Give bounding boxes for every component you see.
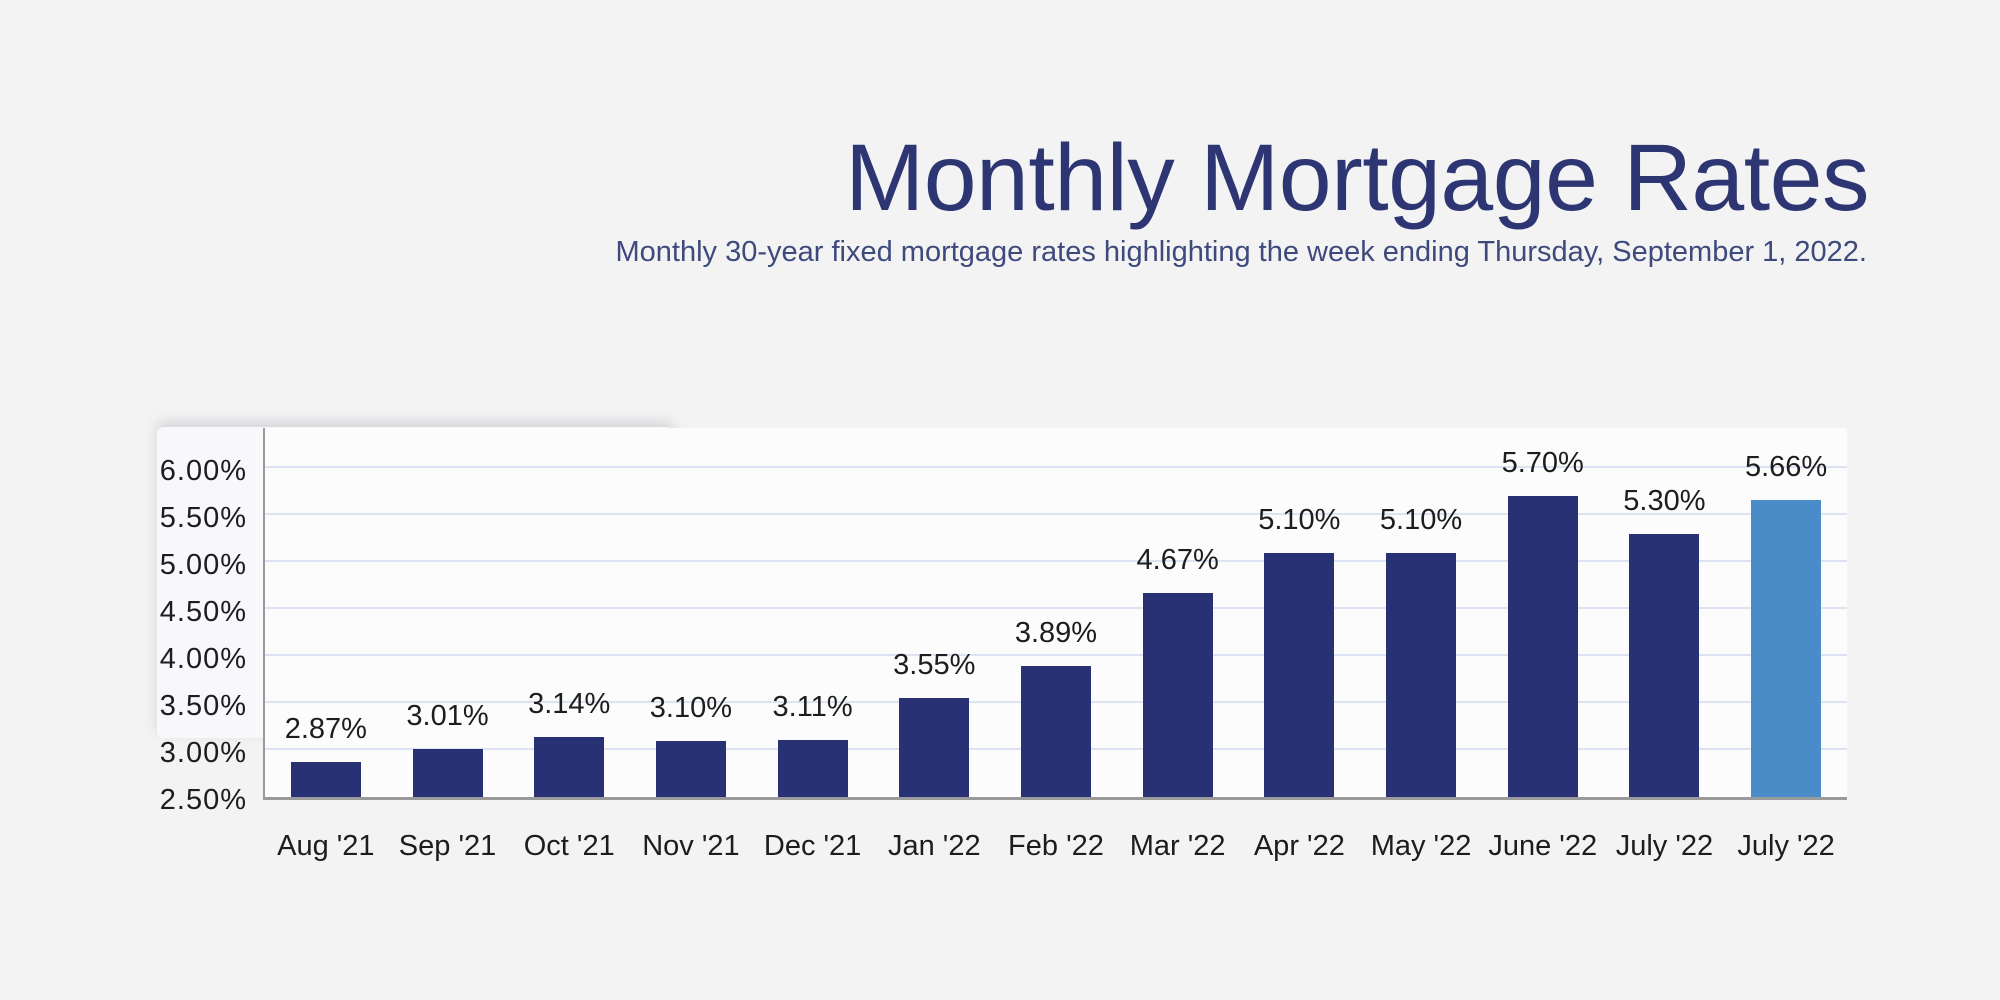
x-axis-label: July '22 bbox=[1737, 830, 1835, 862]
x-axis-label: Nov '21 bbox=[642, 830, 740, 862]
bar-cell: 3.11% bbox=[752, 428, 874, 797]
page-title: Monthly Mortgage Rates bbox=[845, 125, 1869, 231]
y-axis-label: 5.50% bbox=[159, 502, 247, 534]
y-axis-label: 2.50% bbox=[159, 784, 247, 816]
y-axis-label: 4.50% bbox=[159, 596, 247, 628]
bar-cell: 5.66% bbox=[1725, 428, 1847, 797]
x-axis-label: June '22 bbox=[1488, 830, 1598, 862]
bar-cell: 3.01% bbox=[387, 428, 509, 797]
y-axis-label: 3.00% bbox=[159, 737, 247, 769]
bar bbox=[655, 740, 726, 797]
bar-cell: 3.89% bbox=[995, 428, 1117, 797]
x-axis-label: Mar '22 bbox=[1129, 830, 1226, 862]
bar-value-label: 5.30% bbox=[1623, 484, 1706, 517]
bar-cell: 5.70% bbox=[1482, 428, 1604, 797]
bar bbox=[290, 762, 361, 797]
bar-value-label: 3.01% bbox=[406, 700, 489, 733]
gridline bbox=[265, 654, 1847, 656]
bar-value-label: 5.10% bbox=[1379, 503, 1463, 536]
bar-cell: 5.30% bbox=[1604, 428, 1726, 797]
y-axis-label: 5.00% bbox=[159, 549, 247, 581]
bar bbox=[1264, 552, 1335, 797]
bar bbox=[1629, 533, 1700, 797]
x-axis-label: Aug '21 bbox=[277, 830, 375, 862]
page-subtitle: Monthly 30-year fixed mortgage rates hig… bbox=[615, 236, 1867, 268]
chart-header: Monthly Mortgage Rates Monthly 30-year f… bbox=[615, 130, 1869, 269]
bar-value-label: 3.89% bbox=[1014, 617, 1098, 650]
bar-cell: 3.14% bbox=[508, 428, 630, 797]
bar bbox=[899, 698, 970, 797]
bar-cell: 2.87% bbox=[265, 428, 387, 797]
bar-cell: 4.67% bbox=[1117, 428, 1239, 797]
x-axis-label: Jan '22 bbox=[887, 830, 981, 862]
bar-value-label: 3.10% bbox=[649, 691, 733, 724]
gridline bbox=[265, 560, 1847, 562]
bar-value-label: 5.70% bbox=[1501, 447, 1584, 480]
x-axis-label: Apr '22 bbox=[1253, 830, 1345, 862]
gridline bbox=[265, 607, 1847, 609]
y-axis: 6.00% 5.50% 5.00% 4.50% 4.00% 3.50% 3.00% 2.50% bbox=[100, 428, 247, 816]
x-axis-label: Dec '21 bbox=[763, 830, 862, 862]
bar-highlighted bbox=[1751, 499, 1822, 797]
y-axis-label: 3.50% bbox=[159, 690, 247, 722]
bar bbox=[534, 736, 605, 797]
x-axis-label: July '22 bbox=[1615, 830, 1714, 862]
x-axis: Aug '21 Sep '21 Oct '21 Nov '21 Dec '21 Jan '… bbox=[265, 803, 1847, 863]
bar-series: 2.87% 3.01% 3.14% 3.10% 3.11% 3.55% 3.89% 4.67%… bbox=[265, 428, 1847, 797]
y-axis-label: 6.00% bbox=[159, 455, 247, 487]
bar-value-label: 3.55% bbox=[893, 649, 976, 682]
bar-value-label: 4.67% bbox=[1136, 544, 1219, 577]
x-axis-label: Sep '21 bbox=[398, 830, 497, 862]
x-axis-label: Oct '21 bbox=[523, 830, 615, 862]
bar-value-label: 5.10% bbox=[1258, 503, 1341, 536]
plot-area: 2.87% 3.01% 3.14% 3.10% 3.11% 3.55% 3.89% 4.67%… bbox=[263, 428, 1847, 800]
gridline bbox=[265, 513, 1847, 515]
bar bbox=[1020, 666, 1091, 797]
bar-value-label: 5.66% bbox=[1744, 450, 1828, 483]
bar-cell: 5.10% bbox=[1239, 428, 1361, 797]
bar-cell: 5.10% bbox=[1360, 428, 1482, 797]
bar bbox=[1507, 496, 1578, 797]
bar-value-label: 3.14% bbox=[528, 687, 611, 720]
bar-cell: 3.10% bbox=[630, 428, 752, 797]
bar bbox=[777, 739, 848, 797]
bar bbox=[1142, 593, 1213, 797]
bar bbox=[412, 749, 483, 797]
bar-value-label: 2.87% bbox=[284, 713, 367, 746]
x-axis-label: Feb '22 bbox=[1008, 830, 1104, 862]
bar-value-label: 3.11% bbox=[772, 690, 853, 723]
bar-cell: 3.55% bbox=[873, 428, 995, 797]
gridline bbox=[265, 466, 1847, 468]
bar bbox=[1386, 552, 1457, 797]
y-axis-label: 4.00% bbox=[159, 643, 247, 675]
x-axis-label: May '22 bbox=[1370, 830, 1472, 862]
